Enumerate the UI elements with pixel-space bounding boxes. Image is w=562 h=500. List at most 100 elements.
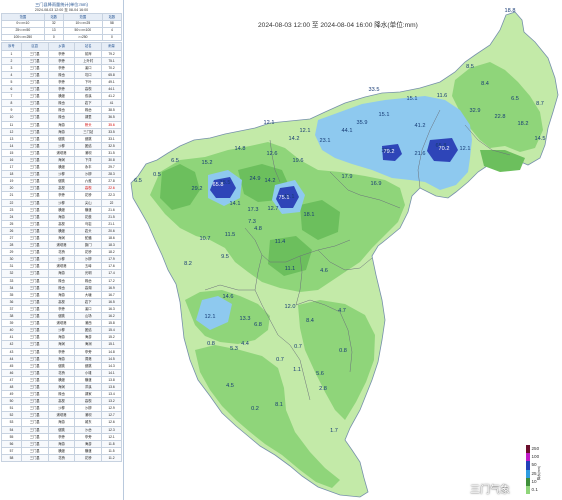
legend-label: 25 (531, 470, 537, 476)
table-row: 50 三门县 高枧 高枧 13.2 (1, 397, 122, 406)
table-cell: 32 (1, 269, 22, 278)
station-value-label: 0.8 (339, 348, 347, 354)
table-cell: 11.8 (101, 439, 122, 448)
station-value-label: 15.1 (407, 96, 418, 102)
table-cell: 2 (1, 56, 22, 65)
table-cell: 12.7 (101, 411, 122, 420)
station-value-label: 11.5 (225, 232, 235, 238)
township-boundary (417, 109, 441, 189)
table-row: 57 三门县 横渡 横渡 11.5 (1, 446, 122, 455)
table-cell: 41 (1, 333, 22, 342)
table-row: 35 三门县 海游 大塘 16.7 (1, 290, 122, 299)
table-row: 1 三门县 亭旁 前岸 79.2 (1, 49, 122, 58)
table-row: 16 三门县 海润 下洋 30.8 (1, 155, 122, 165)
table-cell: 48 (1, 382, 22, 392)
table-cell: 17.4 (101, 269, 122, 278)
table-cell: 16.5 (101, 297, 122, 306)
table-cell: 52 (1, 411, 22, 420)
table-cell: 16 (1, 155, 22, 165)
station-value-label: 4.8 (254, 226, 262, 232)
table-row: 23 三门县 横渡 横渡 21.6 (1, 205, 122, 214)
table-cell: 38.5 (101, 106, 122, 115)
station-value-label: 33.5 (369, 87, 380, 93)
table-row: 40 三门县 沙柳 团结 15.4 (1, 326, 122, 335)
station-value-label: 11.4 (275, 239, 285, 245)
table-row: 8 三门县 珠岙 岩下 41 (1, 99, 122, 108)
station-value-label: 13.3 (240, 316, 251, 322)
table-cell: 5 (1, 77, 22, 87)
station-value-label: 4.5 (226, 383, 234, 389)
station-value-label: 10.7 (200, 236, 211, 242)
station-value-label: 2.8 (319, 386, 327, 392)
table-cell: 33.1 (101, 134, 122, 143)
table-cell: 17.2 (101, 276, 122, 285)
station-value-label: 17.3 (248, 207, 259, 213)
table-cell: 22 (101, 198, 122, 207)
rain-zone-dark (160, 164, 200, 210)
table-cell: 42 (1, 340, 22, 349)
table-cell: 32.5 (101, 141, 122, 150)
table-cell: 34 (1, 283, 22, 292)
rain-zone-mid (452, 62, 543, 152)
table-cell: 12.6 (101, 418, 122, 427)
station-table: 序号 区县 乡镇 站名 雨量 1 三门县 亭旁 前岸 79.2 2 三门县 亭旁 上叶村 75.1 3 三门县… (1, 42, 122, 463)
legend: 250 100 50 25 10 0.1 (526, 445, 556, 495)
table-cell: 36 (1, 297, 22, 306)
table-cell: 28 (1, 241, 22, 250)
station-value-label: 15.2 (202, 160, 213, 166)
summary-cell: 0 (43, 33, 64, 42)
table-row: 42 三门县 海润 海润 15.1 (1, 340, 122, 349)
station-value-label: 14.2 (265, 178, 276, 184)
legend-swatch (526, 453, 530, 462)
table-cell: 44 (1, 354, 22, 363)
table-cell: 14 (1, 141, 22, 150)
table-cell: 6 (1, 85, 22, 94)
table-row: 55 三门县 亭旁 亭旁 12.1 (1, 432, 122, 441)
table-cell: 40 (1, 326, 22, 335)
station-value-label: 12.1 (264, 120, 275, 126)
table-cell: 17.6 (101, 262, 122, 271)
table-cell: 54 (1, 425, 22, 434)
station-header: 雨量 (101, 42, 122, 51)
township-boundary (295, 299, 341, 313)
table-subtitle: 2024-08-03 12:00 至 08-04 16:00 (34, 8, 89, 12)
table-row: 21 三门县 亭旁 花桥 22.3 (1, 191, 122, 200)
station-value-label: 14.6 (223, 294, 234, 300)
station-value-label: 23.1 (320, 138, 331, 144)
table-row: 52 三门县 浦坝港 浦坝 12.7 (1, 411, 122, 420)
table-cell: 38 (1, 312, 22, 321)
station-value-label: 4.4 (241, 341, 249, 347)
table-cell: 35.6 (101, 120, 122, 129)
table-cell: 79.2 (101, 49, 122, 58)
table-row: 6 三门县 亭旁 高枧 44.1 (1, 85, 122, 94)
table-cell: 21.5 (101, 212, 122, 221)
table-cell: 15 (1, 148, 22, 157)
table-row: 3 三门县 亭旁 溪口 70.2 (1, 63, 122, 72)
table-row: 12 三门县 海游 三门站 33.5 (1, 127, 122, 136)
station-value-label: 29.2 (192, 186, 203, 192)
station-value-label: 18.1 (304, 212, 315, 218)
station-value-label: 8.7 (536, 101, 544, 107)
table-cell: 44.1 (101, 85, 122, 94)
table-cell: 30.8 (101, 155, 122, 165)
legend-label: 0.1 (531, 487, 538, 493)
legend-swatch (526, 461, 530, 470)
station-header: 序号 (1, 42, 22, 51)
station-value-label: 7.3 (248, 219, 256, 225)
table-title: 三门县降雨量统计(单位:mm) (35, 2, 88, 7)
station-value-label: 4.6 (320, 268, 328, 274)
table-cell: 65.8 (101, 70, 122, 79)
station-value-label: 9.5 (221, 254, 229, 260)
table-cell: 14.1 (101, 368, 122, 377)
watermark: 三门气象 (470, 485, 510, 496)
table-cell: 12 (1, 127, 22, 136)
table-cell: 21.6 (101, 205, 122, 214)
table-row: 39 三门县 浦坝港 浦西 15.8 (1, 319, 122, 328)
legend-item: 50 (526, 461, 556, 470)
table-row: 48 三门县 海润 洋溪 13.6 (1, 382, 122, 392)
legend-label: 10 (531, 478, 537, 484)
table-row: 51 三门县 沙柳 沙柳 12.9 (1, 404, 122, 413)
table-cell: 12.1 (101, 432, 122, 441)
table-row: 54 三门县 健跳 沙岙 12.3 (1, 425, 122, 434)
station-value-label: 11.1 (285, 266, 295, 272)
